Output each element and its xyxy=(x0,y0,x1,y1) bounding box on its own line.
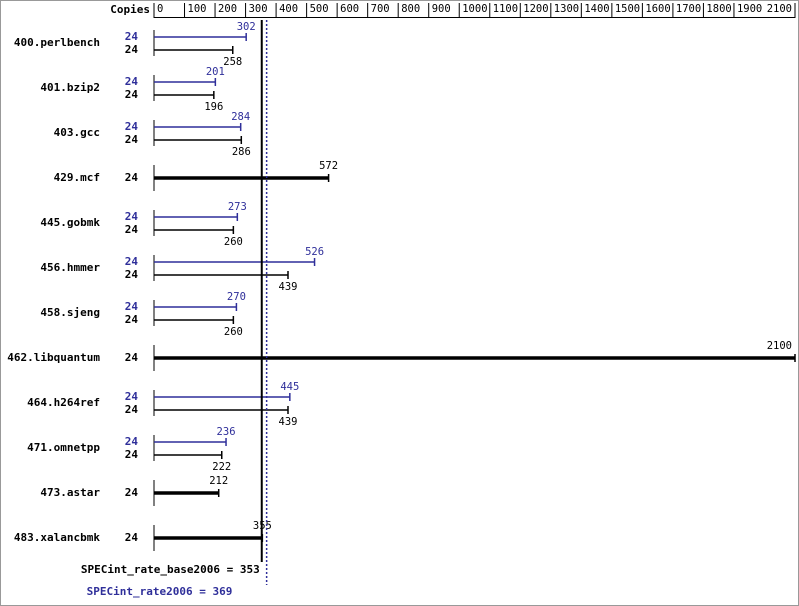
x-tick-label: 1300 xyxy=(554,3,579,15)
category-label: 403.gcc xyxy=(54,126,100,139)
copies-label: 24 xyxy=(125,313,139,326)
x-tick-label: 2100 xyxy=(767,3,792,15)
x-tick-label: 300 xyxy=(249,3,268,15)
value-label: 196 xyxy=(204,101,223,113)
x-tick-label: 200 xyxy=(218,3,237,15)
x-tick-label: 100 xyxy=(188,3,207,15)
value-label: 2100 xyxy=(767,340,792,352)
summary-label: SPECint_rate2006 = 369 xyxy=(87,585,233,598)
value-label: 284 xyxy=(231,111,250,123)
x-tick-label: 1000 xyxy=(462,3,487,15)
copies-label: 24 xyxy=(125,120,139,133)
copies-label: 24 xyxy=(125,43,139,56)
copies-label: 24 xyxy=(125,88,139,101)
x-tick-label: 1800 xyxy=(706,3,731,15)
summary-label: SPECint_rate_base2006 = 353 xyxy=(81,563,260,576)
value-label: 258 xyxy=(223,56,242,68)
copies-label: 24 xyxy=(125,171,139,184)
value-label: 222 xyxy=(212,461,231,473)
copies-label: 24 xyxy=(125,403,139,416)
x-tick-label: 1100 xyxy=(493,3,518,15)
category-label: 400.perlbench xyxy=(14,36,100,49)
category-label: 401.bzip2 xyxy=(40,81,100,94)
x-tick-label: 0 xyxy=(157,3,163,15)
x-tick-label: 900 xyxy=(432,3,451,15)
x-tick-label: 500 xyxy=(310,3,329,15)
x-tick-label: 1400 xyxy=(584,3,609,15)
value-label: 212 xyxy=(209,475,228,487)
copies-label: 24 xyxy=(125,390,139,403)
x-tick-label: 1600 xyxy=(645,3,670,15)
copies-label: 24 xyxy=(125,531,139,544)
copies-label: 24 xyxy=(125,435,139,448)
value-label: 273 xyxy=(228,201,247,213)
copies-label: 24 xyxy=(125,133,139,146)
x-tick-label: 1700 xyxy=(676,3,701,15)
category-label: 458.sjeng xyxy=(40,306,100,319)
value-label: 270 xyxy=(227,291,246,303)
x-tick-label: 700 xyxy=(371,3,390,15)
value-label: 201 xyxy=(206,66,225,78)
copies-label: 24 xyxy=(125,223,139,236)
x-tick-label: 1200 xyxy=(523,3,548,15)
x-tick-label: 600 xyxy=(340,3,359,15)
copies-header: Copies xyxy=(110,3,150,16)
value-label: 445 xyxy=(280,381,299,393)
value-label: 286 xyxy=(232,146,251,158)
copies-label: 24 xyxy=(125,30,139,43)
copies-label: 24 xyxy=(125,351,139,364)
value-label: 526 xyxy=(305,246,324,258)
x-tick-label: 1900 xyxy=(737,3,762,15)
value-label: 439 xyxy=(279,416,298,428)
category-label: 473.astar xyxy=(40,486,100,499)
category-label: 429.mcf xyxy=(54,171,100,184)
x-tick-label: 800 xyxy=(401,3,420,15)
copies-label: 24 xyxy=(125,268,139,281)
copies-label: 24 xyxy=(125,486,139,499)
value-label: 439 xyxy=(279,281,298,293)
value-label: 236 xyxy=(217,426,236,438)
value-label: 302 xyxy=(237,21,256,33)
value-label: 260 xyxy=(224,326,243,338)
copies-label: 24 xyxy=(125,300,139,313)
copies-label: 24 xyxy=(125,448,139,461)
copies-label: 24 xyxy=(125,75,139,88)
x-tick-label: 400 xyxy=(279,3,298,15)
category-label: 464.h264ref xyxy=(27,396,100,409)
category-label: 462.libquantum xyxy=(7,351,100,364)
value-label: 572 xyxy=(319,160,338,172)
category-label: 471.omnetpp xyxy=(27,441,100,454)
value-label: 260 xyxy=(224,236,243,248)
category-label: 456.hmmer xyxy=(40,261,100,274)
category-label: 445.gobmk xyxy=(40,216,100,229)
copies-label: 24 xyxy=(125,255,139,268)
x-tick-label: 1500 xyxy=(615,3,640,15)
copies-label: 24 xyxy=(125,210,139,223)
category-label: 483.xalancbmk xyxy=(14,531,100,544)
